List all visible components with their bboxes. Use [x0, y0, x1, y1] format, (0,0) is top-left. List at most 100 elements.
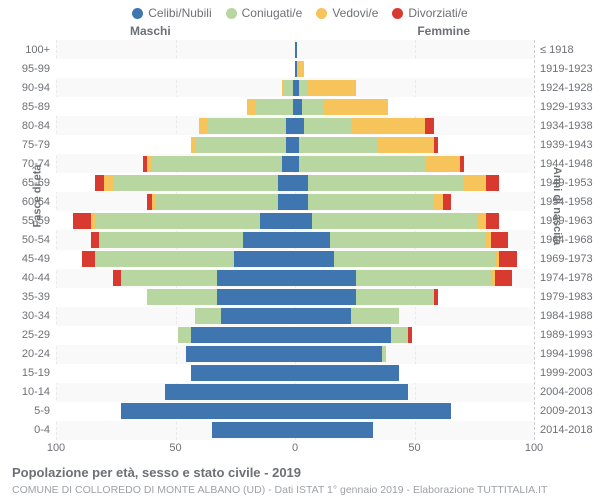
bar-segment: [286, 137, 295, 153]
bar-segment: [464, 175, 486, 191]
bar-segment: [478, 213, 487, 229]
bar-female: [295, 80, 600, 96]
age-row: 25-291989-1993: [56, 326, 534, 345]
age-row: 85-891929-1933: [56, 97, 534, 116]
bar-segment: [113, 270, 122, 286]
population-pyramid: Celibi/NubiliConiugati/eVedovi/eDivorzia…: [0, 0, 600, 500]
age-row: 50-541964-1968: [56, 230, 534, 249]
bar-segment: [278, 175, 295, 191]
age-row: 90-941924-1928: [56, 78, 534, 97]
bar-male: [0, 270, 295, 286]
bar-segment: [299, 156, 425, 172]
bar-segment: [434, 289, 438, 305]
bar-segment: [351, 308, 399, 324]
bar-segment: [147, 289, 217, 305]
bar-male: [0, 42, 295, 58]
legend-swatch: [226, 8, 237, 19]
bar-segment: [460, 156, 464, 172]
bar-segment: [247, 99, 256, 115]
bar-segment: [295, 422, 373, 438]
bar-segment: [295, 365, 399, 381]
bar-segment: [491, 232, 508, 248]
bar-male: [0, 422, 295, 438]
bar-segment: [195, 137, 286, 153]
age-row: 35-391979-1983: [56, 288, 534, 307]
age-row: 95-991919-1923: [56, 59, 534, 78]
bar-segment: [295, 251, 334, 267]
bar-segment: [295, 270, 356, 286]
bar-segment: [221, 308, 295, 324]
bar-male: [0, 365, 295, 381]
bar-female: [295, 403, 600, 419]
bar-segment: [95, 175, 104, 191]
bar-segment: [295, 403, 451, 419]
bar-segment: [217, 270, 295, 286]
bar-segment: [282, 156, 295, 172]
bar-segment: [295, 308, 351, 324]
bar-male: [0, 156, 295, 172]
bar-female: [295, 308, 600, 324]
bar-segment: [382, 346, 386, 362]
age-row: 60-641954-1958: [56, 192, 534, 211]
bar-male: [0, 384, 295, 400]
header-female: Femmine: [417, 24, 470, 38]
chart-title: Popolazione per età, sesso e stato civil…: [12, 465, 301, 480]
bar-segment: [434, 137, 438, 153]
bar-female: [295, 42, 600, 58]
bar-segment: [178, 327, 191, 343]
bar-male: [0, 251, 295, 267]
bar-segment: [330, 232, 486, 248]
bar-segment: [443, 194, 452, 210]
bar-segment: [486, 213, 499, 229]
age-row: 5-92009-2013: [56, 402, 534, 421]
legend-swatch: [316, 8, 327, 19]
bar-female: [295, 99, 600, 115]
bar-female: [295, 175, 600, 191]
bar-segment: [295, 118, 304, 134]
bar-segment: [351, 118, 425, 134]
x-tick-label: 100: [47, 442, 65, 454]
bar-segment: [499, 251, 516, 267]
bar-segment: [295, 194, 308, 210]
bar-segment: [286, 118, 295, 134]
legend-item: Celibi/Nubili: [132, 6, 211, 20]
legend-swatch: [392, 8, 403, 19]
legend-label: Vedovi/e: [332, 6, 378, 20]
bar-segment: [113, 175, 278, 191]
bar-segment: [302, 99, 324, 115]
bar-segment: [434, 194, 443, 210]
bar-segment: [186, 346, 295, 362]
bar-female: [295, 346, 600, 362]
bar-segment: [152, 156, 282, 172]
bar-segment: [295, 175, 308, 191]
chart-source: COMUNE DI COLLOREDO DI MONTE ALBANO (UD)…: [12, 484, 547, 496]
legend-swatch: [132, 8, 143, 19]
bar-female: [295, 289, 600, 305]
bar-male: [0, 213, 295, 229]
bar-segment: [295, 346, 382, 362]
legend: Celibi/NubiliConiugati/eVedovi/eDivorzia…: [0, 0, 600, 20]
age-row: 15-191999-2003: [56, 364, 534, 383]
bar-segment: [312, 213, 477, 229]
age-row: 10-142004-2008: [56, 383, 534, 402]
bar-segment: [95, 213, 260, 229]
bar-male: [0, 99, 295, 115]
bar-male: [0, 194, 295, 210]
age-row: 100+≤ 1918: [56, 40, 534, 59]
bar-male: [0, 327, 295, 343]
bar-segment: [408, 327, 412, 343]
bar-segment: [295, 232, 330, 248]
bar-male: [0, 175, 295, 191]
bar-segment: [243, 232, 295, 248]
age-row: 40-441974-1978: [56, 269, 534, 288]
bar-segment: [208, 118, 286, 134]
bar-male: [0, 80, 295, 96]
bar-segment: [297, 61, 304, 77]
bar-segment: [391, 327, 408, 343]
bar-segment: [495, 270, 512, 286]
bar-segment: [165, 384, 295, 400]
bar-segment: [308, 175, 464, 191]
x-tick-label: 100: [525, 442, 543, 454]
bar-male: [0, 118, 295, 134]
bar-segment: [199, 118, 208, 134]
